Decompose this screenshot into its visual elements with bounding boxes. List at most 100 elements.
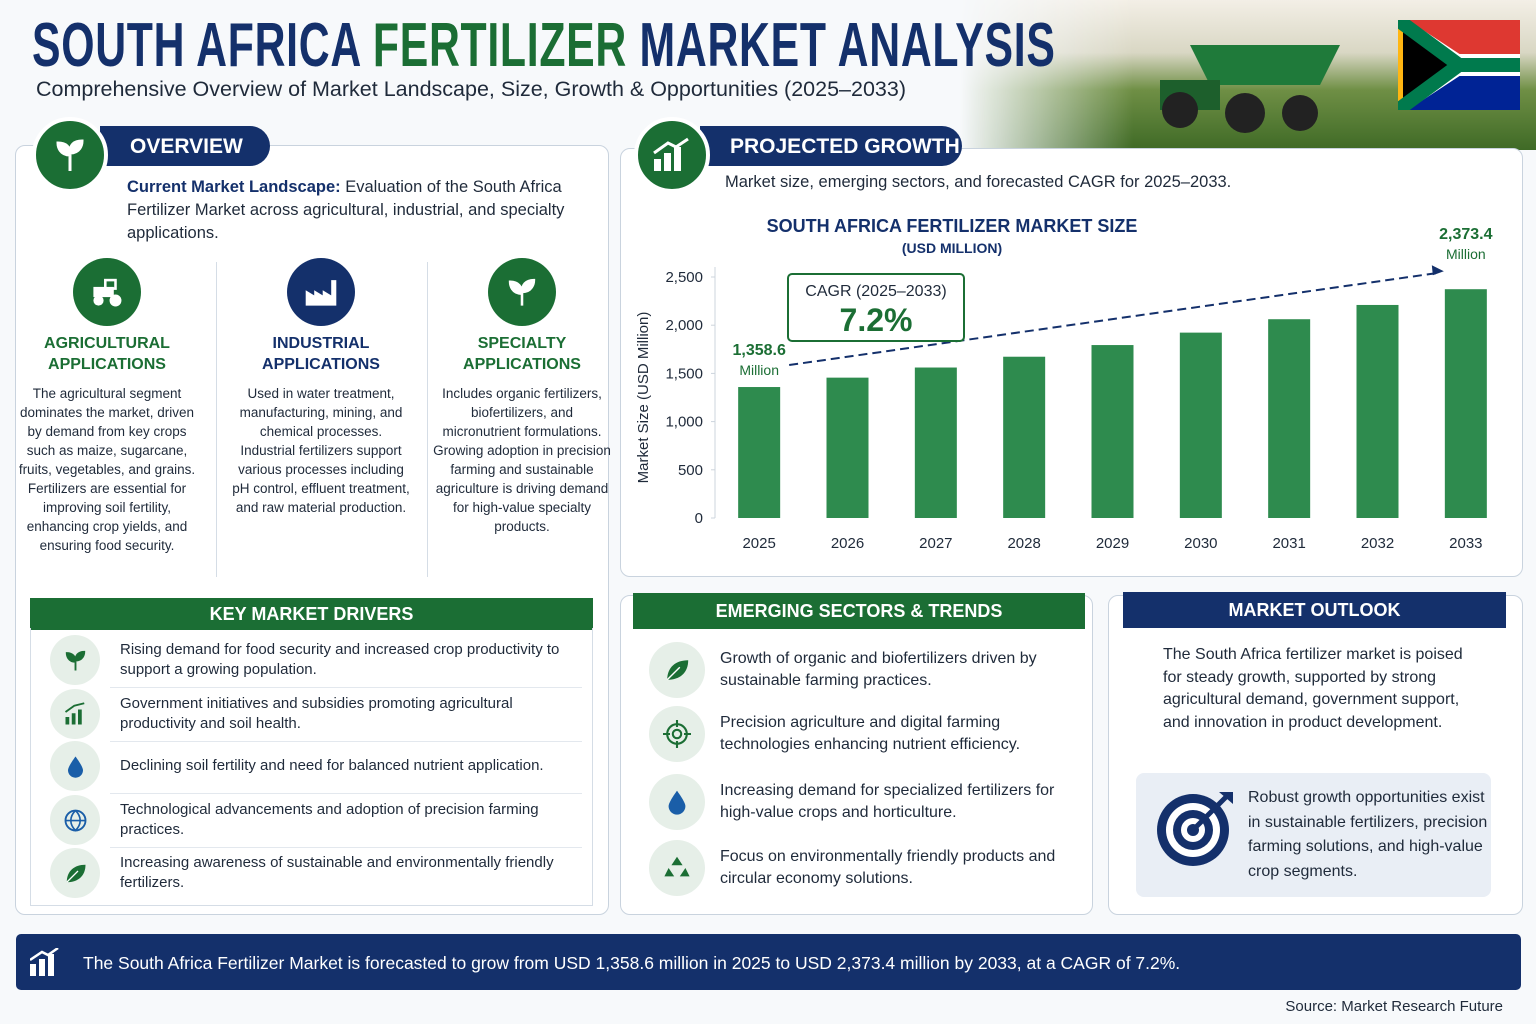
value-label-unit: Million <box>739 362 779 378</box>
bar <box>1091 345 1134 518</box>
icon-glyph <box>56 139 84 171</box>
title-text: FERTILIZER <box>372 11 627 80</box>
divider <box>216 262 217 577</box>
x-tick-label: 2032 <box>1361 535 1394 552</box>
y-tick-label: 1,000 <box>665 414 703 431</box>
column-title: AGRICULTURAL APPLICATIONS <box>44 335 170 373</box>
value-label: 2,373.4 <box>1439 226 1492 243</box>
separator <box>110 847 582 848</box>
overview-intro: Current Market Landscape: Evaluation of … <box>127 176 592 245</box>
y-axis-label: Market Size (USD Million) <box>635 312 652 484</box>
outlook-highlight: Robust growth opportunities exist in sus… <box>1248 789 1488 880</box>
column-title: SPECIALTY APPLICATIONS <box>463 335 581 373</box>
bar <box>1179 332 1222 518</box>
icon-glyph <box>65 650 85 670</box>
intro-text: Evaluation of the South Africa Fertilize… <box>127 178 565 242</box>
separator <box>110 793 582 794</box>
icon-glyph <box>653 137 689 171</box>
title: SOUTH AFRICA FERTILIZER MARKET ANALYSIS <box>32 10 1056 81</box>
separator <box>110 687 582 688</box>
section-heading: OVERVIEW <box>100 126 270 166</box>
section-heading: PROJECTED GROWTH <box>700 126 962 166</box>
trend-text: Precision agriculture and digital farmin… <box>720 714 1021 753</box>
column-text: The agricultural segment dominates the m… <box>18 386 196 553</box>
x-tick-label: 2027 <box>919 535 952 552</box>
title-text: MARKET ANALYSIS <box>639 11 1056 80</box>
chart: SOUTH AFRICA FERTILIZER MARKET SIZE (USD … <box>635 216 1493 552</box>
trend-text: Increasing demand for specialized fertil… <box>720 782 1055 821</box>
y-tick-label: 0 <box>695 510 703 527</box>
icon <box>649 774 705 830</box>
icon-glyph <box>93 278 122 307</box>
x-tick-label: 2029 <box>1096 535 1129 552</box>
section-heading: EMERGING SECTORS & TRENDS <box>633 593 1085 629</box>
icon <box>50 741 100 791</box>
icon-glyph <box>666 660 689 681</box>
bar <box>1268 319 1311 518</box>
footer-banner <box>16 934 1521 990</box>
icon-glyph <box>67 756 83 778</box>
tractor <box>1160 45 1340 133</box>
driver-text: Declining soil fertility and need for ba… <box>120 757 544 774</box>
bar <box>826 377 869 518</box>
y-tick-label: 2,000 <box>665 317 703 334</box>
intro-label: Current Market Landscape: <box>127 178 341 196</box>
value-label: 1,358.6 <box>732 342 785 359</box>
icon-glyph <box>64 809 86 832</box>
column-title: INDUSTRIAL APPLICATIONS <box>262 335 380 373</box>
driver-text: Rising demand for food security and incr… <box>120 641 560 678</box>
icon-glyph <box>64 701 84 724</box>
outlook-text: The South Africa fertilizer market is po… <box>1163 646 1463 731</box>
footer-text: The South Africa Fertilizer Market is fo… <box>83 953 1181 973</box>
x-tick-label: 2033 <box>1449 535 1482 552</box>
flag <box>1398 20 1520 110</box>
icon <box>287 258 355 326</box>
bar <box>1356 304 1399 518</box>
cagr-box <box>787 273 965 342</box>
drivers-box <box>30 628 593 906</box>
driver-text: Technological advancements and adoption … <box>120 801 539 838</box>
icon <box>73 258 141 326</box>
bar <box>738 387 781 518</box>
separator <box>110 741 582 742</box>
icon-glyph <box>305 280 337 306</box>
section-heading: MARKET OUTLOOK <box>1123 592 1506 628</box>
bar <box>914 367 957 518</box>
cagr-label: CAGR (2025–2033) <box>805 283 946 300</box>
x-tick-label: 2028 <box>1007 535 1040 552</box>
y-tick-label: 1,500 <box>665 365 703 382</box>
bar <box>1444 289 1487 518</box>
icon-glyph <box>664 856 690 877</box>
icon <box>50 848 100 898</box>
icon <box>50 635 100 685</box>
trend-arrow <box>789 272 1436 367</box>
y-tick-label: 500 <box>678 462 703 479</box>
cagr-value: 7.2% <box>840 302 913 338</box>
target-icon <box>1157 792 1233 866</box>
driver-text: Increasing awareness of sustainable and … <box>120 854 554 891</box>
column-text: Used in water treatment, manufacturing, … <box>232 386 410 515</box>
driver-text: Government initiatives and subsidies pro… <box>120 695 513 732</box>
x-tick-label: 2030 <box>1184 535 1217 552</box>
trend-text: Focus on environmentally friendly produc… <box>720 848 1056 887</box>
banner-icon <box>30 948 59 976</box>
section-heading: KEY MARKET DRIVERS <box>30 598 593 630</box>
icon-glyph <box>663 720 691 748</box>
icon <box>50 689 100 739</box>
trend-text: Growth of organic and biofertilizers dri… <box>720 650 1037 689</box>
icon-glyph <box>65 864 85 883</box>
column-text: Includes organic fertilizers, biofertili… <box>433 386 611 534</box>
icon <box>32 117 108 193</box>
y-tick-label: 2,500 <box>665 269 703 286</box>
icon <box>488 258 556 326</box>
value-label-unit: Million <box>1446 246 1486 262</box>
icon <box>649 642 705 698</box>
chart-title: SOUTH AFRICA FERTILIZER MARKET SIZE <box>767 216 1138 236</box>
chart-subtitle: (USD MILLION) <box>902 240 1002 256</box>
growth-description: Market size, emerging sectors, and forec… <box>725 173 1232 191</box>
x-tick-label: 2025 <box>742 535 775 552</box>
bar <box>1003 356 1046 518</box>
x-tick-label: 2031 <box>1272 535 1305 552</box>
divider <box>427 262 428 577</box>
